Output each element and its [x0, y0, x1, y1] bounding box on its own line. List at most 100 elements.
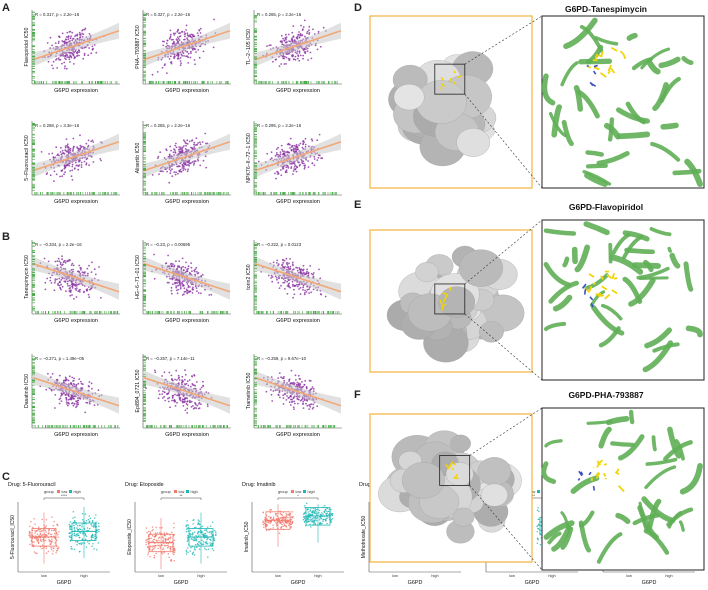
scatter-point — [206, 405, 209, 408]
scatter-point — [280, 169, 282, 171]
scatter-point — [163, 395, 166, 398]
scatter-point — [178, 32, 180, 35]
scatter-point — [75, 383, 78, 386]
trend-line — [254, 262, 342, 293]
scatter-point — [175, 146, 178, 149]
scatter-point — [165, 148, 167, 150]
scatter-point — [179, 284, 182, 287]
scatter-point — [280, 34, 283, 37]
scatter-point — [276, 278, 278, 281]
scatter-point — [277, 146, 279, 149]
scatter-point — [295, 145, 298, 148]
scatter-point — [288, 40, 290, 42]
scatter-point — [78, 291, 81, 293]
scatter-point — [303, 383, 306, 386]
scatter-point — [76, 401, 78, 403]
scatter-point — [280, 174, 283, 177]
scatter-point — [304, 35, 306, 38]
scatter-point — [278, 287, 281, 289]
scatter-point — [72, 53, 74, 55]
scatter-point — [185, 24, 188, 27]
scatter-point — [169, 169, 172, 172]
scatter-point — [175, 142, 177, 145]
scatter-point — [69, 149, 72, 152]
scatter-point — [308, 145, 310, 148]
scatter-point — [75, 284, 78, 287]
scatter-point — [170, 286, 173, 289]
scatter-point — [282, 394, 285, 397]
scatter-point — [49, 36, 52, 39]
scatter-point — [164, 399, 167, 402]
scatter-point — [309, 405, 312, 408]
y-axis-label: Trametinib IC50 — [246, 373, 252, 410]
scatter-point — [184, 142, 187, 144]
scatter-point — [92, 161, 95, 163]
scatter-point — [285, 36, 288, 38]
scatter-point — [71, 262, 74, 265]
scatter-point — [189, 286, 191, 288]
scatter-point — [85, 142, 88, 145]
scatter-point — [65, 150, 68, 153]
scatter-point — [154, 371, 157, 374]
scatter-point — [304, 380, 307, 382]
scatter-point — [183, 291, 186, 293]
scatter-point — [277, 171, 279, 174]
scatter-point — [163, 371, 166, 374]
scatter-point — [178, 39, 181, 41]
scatter-point — [285, 63, 287, 65]
scatter-point — [70, 264, 73, 266]
scatter-point — [186, 292, 189, 295]
x-rug — [34, 192, 118, 195]
scatter-point — [191, 147, 194, 150]
scatter-point — [159, 151, 162, 154]
scatter-point — [71, 169, 74, 172]
scatter-point — [81, 36, 84, 38]
scatter-point — [177, 374, 180, 377]
scatter-point — [174, 282, 176, 285]
scatter-point — [72, 282, 75, 285]
y-axis-label: Dasatinib IC50 — [24, 374, 30, 408]
scatter-point — [304, 164, 307, 167]
scatter-point — [176, 292, 179, 295]
scatter-point — [196, 158, 199, 160]
scatter-point — [59, 151, 62, 153]
scatter-point — [66, 54, 69, 57]
scatter-point — [65, 290, 67, 293]
scatter-point — [88, 164, 90, 167]
scatter-point — [100, 296, 102, 299]
scatter-point — [303, 162, 305, 165]
scatter-point — [293, 293, 296, 296]
scatter-point — [61, 152, 64, 155]
scatter-point — [292, 35, 295, 38]
scatter-point — [285, 257, 288, 260]
scatter-point — [80, 166, 83, 168]
scatter-point — [278, 372, 281, 374]
scatter-point — [298, 283, 301, 286]
scatter-point — [281, 148, 283, 151]
scatter-point — [300, 159, 303, 162]
scatter-point — [317, 30, 320, 33]
scatter-point — [199, 141, 201, 144]
scatter-point — [269, 44, 272, 46]
scatter-point — [68, 395, 70, 398]
scatter-point — [61, 175, 64, 178]
scatter-point — [308, 29, 310, 31]
scatter-point — [322, 26, 325, 29]
scatter-point — [66, 403, 68, 405]
scatter-point — [178, 170, 181, 173]
scatter-point — [283, 57, 285, 60]
scatter-point — [64, 171, 66, 174]
scatter-point — [151, 174, 154, 176]
scatter-point — [80, 267, 82, 270]
scatter-point — [71, 294, 73, 296]
scatter-point — [307, 273, 310, 275]
scatter-point — [193, 160, 196, 163]
scatter-point — [194, 285, 197, 288]
scatter-point — [282, 167, 285, 170]
scatter-point — [93, 404, 96, 407]
scatter-point — [190, 33, 193, 36]
scatter-point — [82, 271, 85, 274]
scatter-point — [289, 286, 291, 289]
scatter-point — [72, 380, 74, 382]
scatter-point — [201, 274, 204, 276]
